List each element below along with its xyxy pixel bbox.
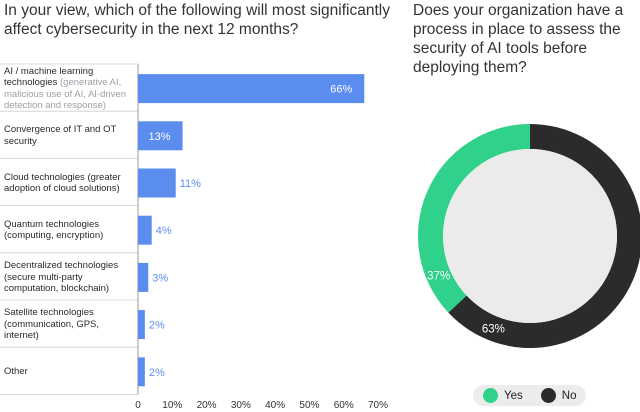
category-label-text: Convergence of IT and OT security — [4, 124, 117, 147]
category-label-5: Satellite technologies (communication, G… — [4, 307, 132, 342]
bar-value-label-0: 66% — [330, 84, 352, 96]
donut-center — [443, 149, 617, 323]
donut-slice-no — [448, 124, 640, 348]
bar-value-label-5: 2% — [149, 320, 165, 332]
x-tick-label: 50% — [299, 400, 319, 411]
x-tick-label: 60% — [334, 400, 354, 411]
x-tick-label: 30% — [231, 400, 251, 411]
bar-value-label-1: 13% — [149, 131, 171, 143]
bar-4 — [138, 262, 149, 292]
category-label-2: Cloud technologies (greater adoption of … — [4, 172, 132, 195]
legend-swatch-yes — [483, 388, 498, 403]
category-label-1: Convergence of IT and OT security — [4, 124, 132, 147]
legend-item-yes: Yes — [483, 388, 523, 403]
x-tick-label: 20% — [197, 400, 217, 411]
x-tick-label: 10% — [162, 400, 182, 411]
x-tick-label: 0 — [135, 400, 141, 411]
category-label-detail: (generative AI, malicious use of AI, AI-… — [4, 77, 126, 112]
bar-2 — [138, 168, 176, 198]
bar-5 — [138, 310, 145, 340]
bar-value-label-4: 3% — [152, 272, 168, 284]
category-label-text: AI / machine learning technologies — [4, 65, 94, 89]
legend-label-no: No — [561, 389, 577, 402]
bar-value-label-3: 4% — [156, 225, 172, 237]
category-label-text: Cloud technologies (greater adoption of … — [4, 171, 121, 195]
category-label-6: Other — [4, 366, 132, 378]
donut-label-yes: 37% — [427, 271, 450, 283]
category-label-text: Satellite technologies (communication, G… — [4, 307, 100, 342]
category-label-text: Other — [4, 366, 28, 378]
category-label-4: Decentralized technologies (secure multi… — [4, 260, 132, 295]
bar-1 — [138, 121, 183, 151]
bar-0 — [138, 74, 365, 104]
legend-item-no: No — [540, 388, 577, 403]
legend-swatch-no — [540, 388, 556, 403]
donut-chart-title: Does your organization have a process in… — [413, 2, 624, 76]
bar-chart-title: In your view, which of the following wil… — [4, 2, 390, 38]
bar-value-label-2: 11% — [180, 178, 201, 190]
donut-label-no: 63% — [482, 324, 505, 336]
legend-label-yes: Yes — [504, 389, 523, 402]
category-label-3: Quantum technologies (computing, encrypt… — [4, 219, 132, 242]
category-label-0: AI / machine learning technologies (gene… — [4, 66, 132, 112]
category-label-text: Decentralized technologies (secure multi… — [4, 260, 119, 295]
bar-3 — [138, 215, 152, 245]
donut-slice-yes — [418, 124, 530, 313]
bar-value-label-6: 2% — [149, 367, 165, 379]
x-tick-label: 40% — [265, 400, 285, 411]
donut-legend: Yes No — [473, 385, 587, 406]
category-label-text: Quantum technologies (computing, encrypt… — [4, 218, 104, 242]
x-tick-label: 70% — [368, 400, 388, 411]
bar-6 — [138, 357, 145, 387]
